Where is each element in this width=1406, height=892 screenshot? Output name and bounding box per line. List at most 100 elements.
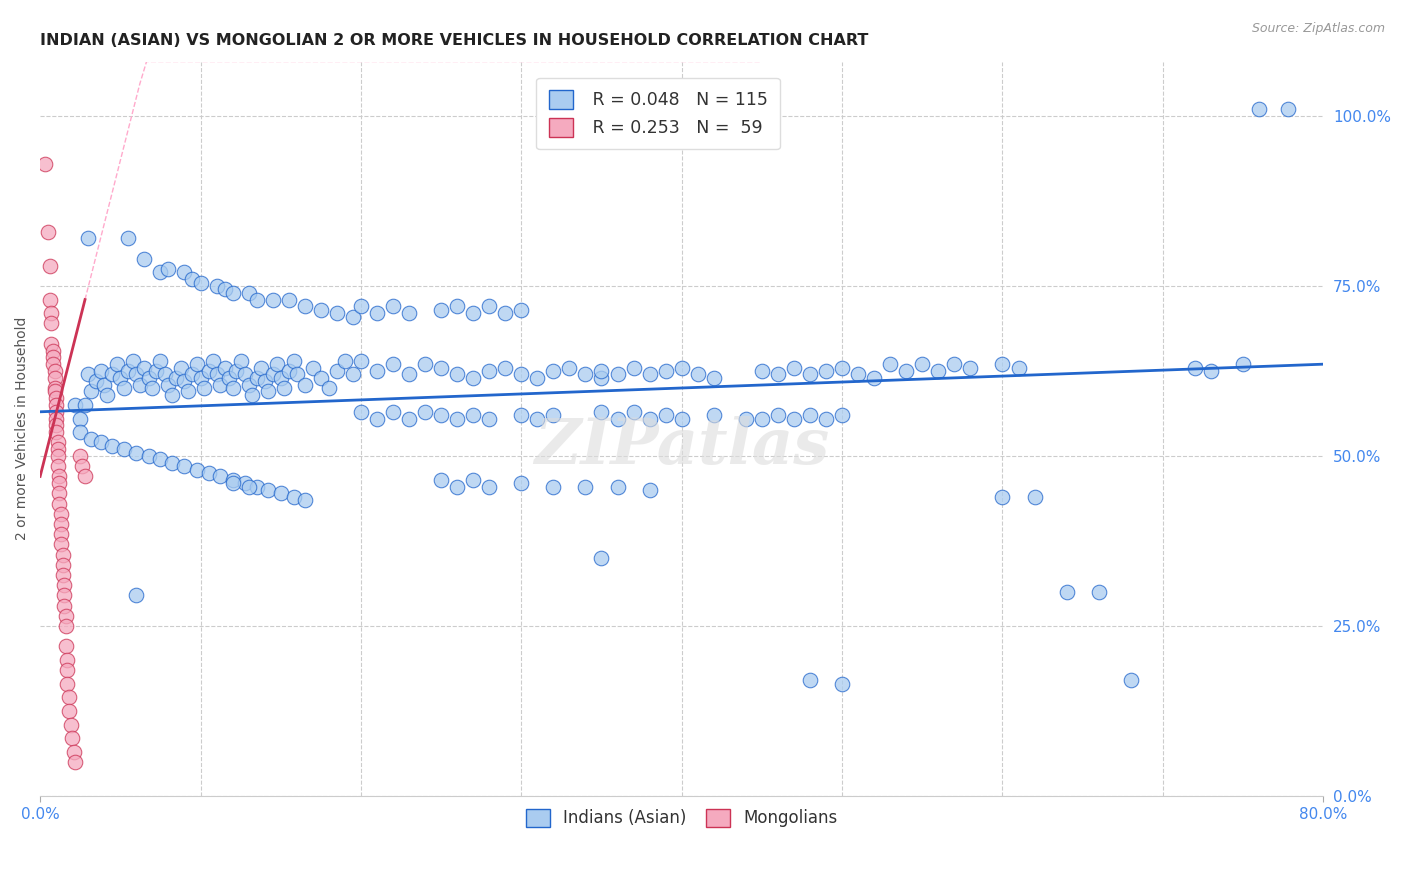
Point bbox=[766, 368, 789, 382]
Point bbox=[149, 452, 172, 467]
Point bbox=[1007, 360, 1029, 375]
Point bbox=[193, 381, 215, 395]
Point bbox=[46, 435, 69, 450]
Point bbox=[42, 351, 65, 365]
Point bbox=[285, 368, 308, 382]
Point bbox=[117, 364, 139, 378]
Point bbox=[262, 368, 284, 382]
Point bbox=[494, 306, 516, 320]
Point bbox=[831, 408, 853, 422]
Point bbox=[58, 704, 80, 718]
Point bbox=[59, 717, 82, 731]
Point bbox=[543, 480, 565, 494]
Point bbox=[463, 371, 485, 385]
Point bbox=[430, 360, 453, 375]
Point bbox=[446, 368, 468, 382]
Point bbox=[157, 262, 180, 277]
Point bbox=[37, 225, 59, 239]
Point bbox=[141, 381, 163, 395]
Point bbox=[326, 364, 349, 378]
Point bbox=[62, 745, 84, 759]
Point bbox=[246, 293, 269, 307]
Point bbox=[591, 551, 613, 566]
Point bbox=[51, 558, 73, 572]
Point bbox=[48, 497, 70, 511]
Point bbox=[53, 578, 76, 592]
Point bbox=[42, 357, 65, 371]
Point bbox=[815, 364, 838, 378]
Point bbox=[1056, 585, 1078, 599]
Point bbox=[42, 343, 65, 358]
Point bbox=[49, 507, 72, 521]
Point bbox=[654, 364, 676, 378]
Point bbox=[238, 377, 260, 392]
Point bbox=[815, 411, 838, 425]
Point bbox=[44, 381, 66, 395]
Point bbox=[350, 299, 373, 313]
Point bbox=[41, 306, 63, 320]
Point bbox=[591, 364, 613, 378]
Point bbox=[49, 516, 72, 531]
Point bbox=[799, 673, 821, 688]
Point bbox=[225, 364, 247, 378]
Point bbox=[526, 411, 548, 425]
Point bbox=[181, 368, 204, 382]
Point bbox=[49, 537, 72, 551]
Point bbox=[257, 384, 280, 399]
Point bbox=[51, 568, 73, 582]
Point bbox=[176, 384, 198, 399]
Point bbox=[73, 398, 96, 412]
Point bbox=[46, 459, 69, 474]
Point bbox=[190, 371, 212, 385]
Point bbox=[703, 371, 725, 385]
Point bbox=[783, 411, 806, 425]
Point bbox=[181, 272, 204, 286]
Point bbox=[149, 353, 172, 368]
Point bbox=[69, 411, 91, 425]
Point bbox=[122, 353, 145, 368]
Point bbox=[831, 677, 853, 691]
Point bbox=[638, 368, 661, 382]
Point bbox=[686, 368, 709, 382]
Point bbox=[863, 371, 886, 385]
Point bbox=[56, 663, 79, 677]
Point bbox=[38, 293, 60, 307]
Point bbox=[160, 456, 183, 470]
Point bbox=[125, 368, 148, 382]
Point bbox=[606, 480, 628, 494]
Point bbox=[318, 381, 340, 395]
Point bbox=[138, 449, 160, 463]
Point bbox=[214, 360, 236, 375]
Point bbox=[623, 405, 645, 419]
Point bbox=[190, 276, 212, 290]
Point bbox=[382, 357, 405, 371]
Point bbox=[283, 490, 305, 504]
Point bbox=[463, 306, 485, 320]
Point bbox=[831, 360, 853, 375]
Point bbox=[101, 368, 124, 382]
Point bbox=[112, 381, 135, 395]
Point bbox=[1199, 364, 1222, 378]
Point bbox=[44, 384, 66, 399]
Point bbox=[991, 357, 1014, 371]
Point bbox=[101, 439, 124, 453]
Point bbox=[229, 353, 252, 368]
Point bbox=[44, 364, 66, 378]
Point bbox=[45, 405, 67, 419]
Point bbox=[799, 408, 821, 422]
Point bbox=[301, 360, 323, 375]
Point bbox=[134, 252, 156, 266]
Point bbox=[55, 608, 77, 623]
Point bbox=[48, 486, 70, 500]
Point bbox=[413, 405, 436, 419]
Point bbox=[671, 360, 693, 375]
Point bbox=[250, 360, 273, 375]
Point bbox=[157, 377, 180, 392]
Point bbox=[273, 381, 295, 395]
Point bbox=[246, 371, 269, 385]
Text: ZIPatlas: ZIPatlas bbox=[534, 417, 830, 478]
Point bbox=[846, 368, 869, 382]
Point bbox=[221, 285, 243, 300]
Point bbox=[543, 364, 565, 378]
Point bbox=[277, 293, 299, 307]
